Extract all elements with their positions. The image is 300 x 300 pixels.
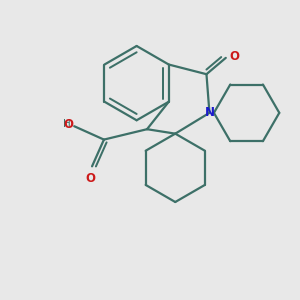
Text: H: H [63, 119, 70, 129]
Text: N: N [204, 106, 214, 119]
Text: O: O [64, 118, 74, 131]
Text: O: O [85, 172, 96, 185]
Text: O: O [230, 50, 239, 63]
